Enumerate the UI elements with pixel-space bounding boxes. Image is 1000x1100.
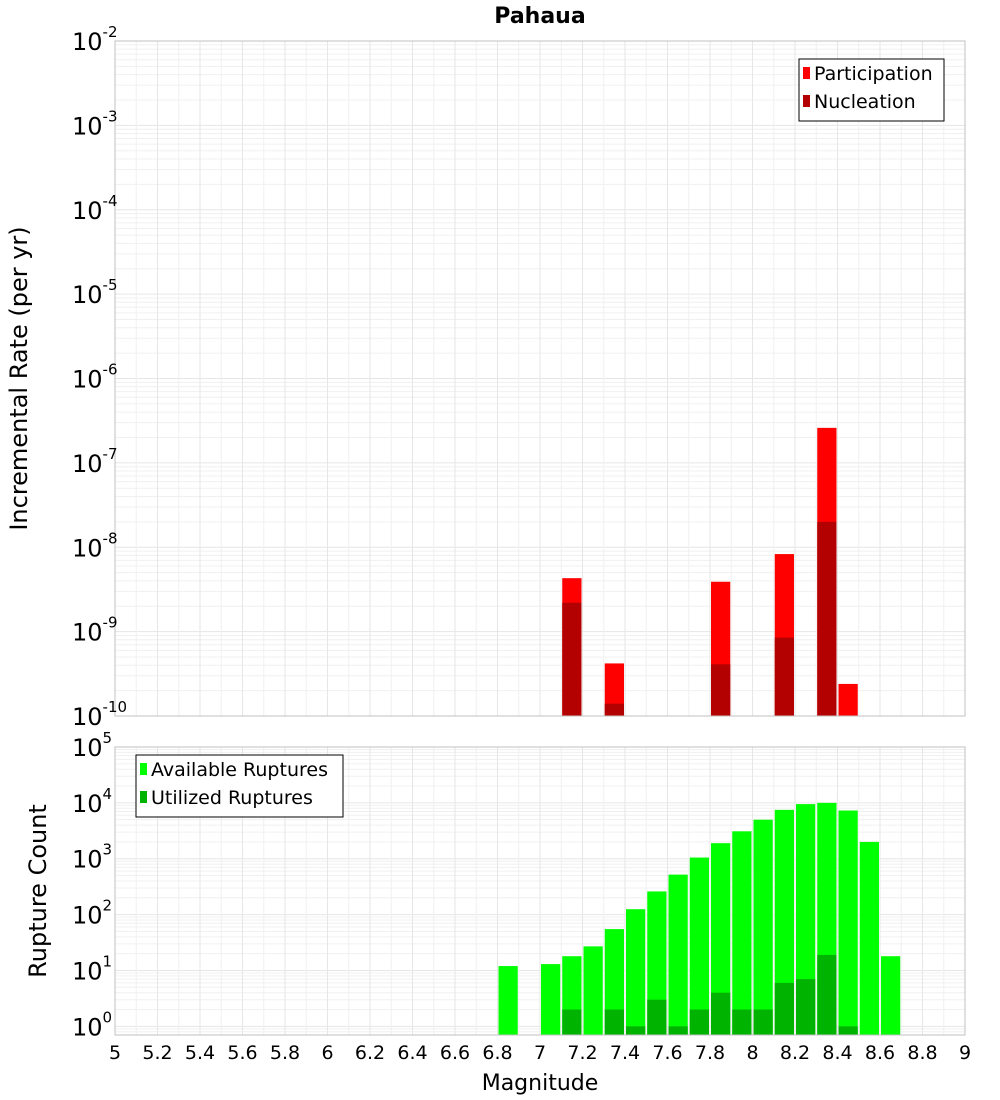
y-axis-label: Rupture Count [24, 804, 52, 978]
x-tick-label: 5.8 [270, 1042, 300, 1064]
legend-box [798, 58, 945, 122]
y-tick-label: 103 [72, 841, 112, 874]
x-tick-label: 5.6 [227, 1042, 257, 1064]
bar [774, 809, 794, 1035]
bar [817, 521, 837, 716]
bar [711, 992, 731, 1035]
x-tick-label: 6.4 [397, 1042, 427, 1064]
y-tick-label: 10-6 [72, 361, 118, 394]
y-axis-label: Incremental Rate (per yr) [5, 226, 33, 530]
bar [817, 954, 837, 1035]
legend-swatch [803, 95, 810, 107]
legend-box [135, 754, 344, 818]
y-tick-label: 10-8 [72, 529, 118, 562]
bar [647, 891, 667, 1035]
bar [541, 964, 561, 1035]
legend-entry: Nucleation [814, 91, 916, 113]
bar [711, 843, 731, 1035]
legend-swatch [140, 791, 147, 803]
legend-entry: Available Ruptures [151, 759, 328, 781]
bar [668, 874, 688, 1035]
y-tick-label: 101 [72, 952, 112, 985]
y-tick-label: 104 [72, 785, 112, 818]
series-nucleation [562, 521, 837, 716]
x-tick-label: 7 [534, 1042, 546, 1064]
bar [668, 1026, 688, 1035]
bar [796, 979, 816, 1035]
series-utilized-ruptures [562, 954, 858, 1035]
legend: Participation Nucleation [798, 58, 945, 122]
y-tick-label: 10-4 [72, 192, 118, 225]
x-tick-label: 8.8 [907, 1042, 937, 1064]
x-axis-label: Magnitude [482, 1071, 599, 1096]
bar [881, 956, 901, 1035]
bar [711, 664, 731, 716]
legend-entry: Utilized Ruptures [151, 787, 313, 809]
bar [859, 841, 879, 1035]
y-tick-label: 10-2 [72, 23, 118, 56]
x-tick-label: 8.6 [865, 1042, 895, 1064]
bar [774, 982, 794, 1035]
bar [626, 1026, 646, 1035]
bar [732, 831, 752, 1035]
bar [774, 637, 794, 716]
bar [604, 929, 624, 1035]
bar [604, 1009, 624, 1035]
bar [732, 1009, 752, 1035]
legend-entry: Participation [814, 63, 933, 85]
x-tick-label: 8.4 [822, 1042, 852, 1064]
x-tick-label: 6 [321, 1042, 333, 1064]
plot-frame [114, 746, 966, 1036]
legend-swatch [140, 763, 147, 775]
bar [562, 1009, 582, 1035]
x-tick-label: 7.6 [652, 1042, 682, 1064]
bar [626, 909, 646, 1035]
y-tick-label: 10-5 [72, 276, 118, 309]
x-tick-label: 6.6 [440, 1042, 470, 1064]
x-tick-label: 6.8 [482, 1042, 512, 1064]
y-tick-label: 10-7 [72, 445, 118, 478]
bar [604, 663, 624, 716]
y-tick-label: 105 [72, 729, 112, 762]
bar [838, 810, 858, 1035]
x-tick-label: 5.4 [185, 1042, 215, 1064]
rupture-count-panel: 100 101 102 103 104 105 Rupture Count Magnitude… [24, 729, 971, 1096]
bar [498, 966, 518, 1035]
x-tick-label: 9 [959, 1042, 971, 1064]
x-tick-label: 8.2 [780, 1042, 810, 1064]
bar [689, 857, 709, 1035]
x-tick-label: 6.2 [355, 1042, 385, 1064]
legend-swatch [803, 67, 810, 79]
x-tick-label: 5 [109, 1042, 121, 1064]
bar [753, 1009, 773, 1035]
bar [583, 946, 603, 1035]
x-tick-label: 7.8 [695, 1042, 725, 1064]
y-tick-label: 10-3 [72, 107, 118, 140]
rate-panel: 10-10 10-9 10-8 10-7 10-6 10-5 10-4 10-3 10-2 Inc… [5, 4, 966, 731]
bar [796, 804, 816, 1035]
x-tick-label: 8 [746, 1042, 758, 1064]
bar [647, 999, 667, 1035]
y-tick-label: 10-10 [72, 698, 127, 731]
y-tick-label: 102 [72, 897, 112, 930]
bar [838, 1026, 858, 1035]
x-tick-label: 5.2 [142, 1042, 172, 1064]
bar [562, 602, 582, 716]
x-tick-label: 7.2 [567, 1042, 597, 1064]
plot-frame [114, 40, 966, 717]
y-tick-label: 10-9 [72, 614, 118, 647]
x-tick-label: 7.4 [610, 1042, 640, 1064]
chart-title: Pahaua [494, 4, 585, 29]
legend: Available Ruptures Utilized Ruptures [135, 754, 344, 818]
series-available-ruptures [498, 802, 901, 1035]
bar [838, 683, 858, 716]
bar [753, 819, 773, 1035]
bar [604, 703, 624, 716]
bar [689, 1009, 709, 1035]
y-tick-label: 100 [72, 1008, 112, 1041]
